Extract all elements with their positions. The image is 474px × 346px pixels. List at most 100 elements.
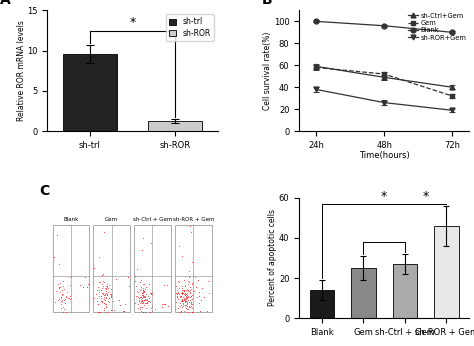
- Point: [136, 298, 143, 303]
- Point: [104, 309, 112, 315]
- Point: [185, 279, 192, 285]
- Point: [100, 300, 108, 306]
- Point: [100, 229, 108, 235]
- Point: [102, 288, 109, 294]
- Point: [107, 293, 115, 299]
- Point: [52, 288, 60, 294]
- Point: [179, 285, 186, 290]
- Bar: [351, 268, 376, 318]
- Point: [132, 274, 139, 279]
- Point: [64, 289, 71, 294]
- Point: [184, 281, 191, 287]
- Point: [124, 274, 132, 280]
- Point: [180, 298, 188, 303]
- Point: [182, 305, 190, 310]
- Point: [183, 306, 191, 311]
- Point: [81, 274, 88, 280]
- Point: [93, 298, 101, 303]
- Point: [193, 294, 201, 299]
- Point: [57, 305, 65, 311]
- Point: [188, 309, 195, 315]
- Point: [143, 296, 151, 301]
- Point: [182, 291, 190, 297]
- Point: [62, 294, 70, 299]
- Point: [100, 292, 108, 298]
- Legend: sh-Ctrl+Gem, Gem, Blank, sh-ROR+Gem: sh-Ctrl+Gem, Gem, Blank, sh-ROR+Gem: [406, 11, 468, 42]
- Point: [140, 294, 147, 300]
- Point: [134, 305, 141, 310]
- Point: [177, 293, 185, 299]
- Point: [205, 291, 213, 296]
- Y-axis label: Cell survival rate(%): Cell survival rate(%): [263, 31, 272, 110]
- Point: [146, 290, 154, 296]
- Point: [91, 296, 98, 301]
- Point: [191, 274, 198, 280]
- Point: [102, 285, 110, 291]
- Point: [192, 284, 200, 290]
- Point: [61, 297, 68, 302]
- Point: [141, 297, 148, 302]
- Point: [110, 307, 118, 312]
- Point: [135, 301, 142, 307]
- Point: [105, 300, 112, 305]
- Point: [57, 295, 65, 300]
- Point: [183, 292, 191, 298]
- Point: [139, 309, 146, 315]
- Point: [180, 296, 188, 302]
- Point: [181, 295, 188, 301]
- Point: [140, 288, 148, 293]
- Point: [181, 302, 189, 307]
- Point: [147, 290, 155, 296]
- Point: [137, 294, 145, 300]
- Point: [182, 292, 189, 298]
- Point: [55, 298, 62, 303]
- Point: [182, 291, 189, 297]
- Point: [184, 278, 191, 284]
- Point: [189, 301, 196, 306]
- Point: [181, 302, 189, 308]
- Point: [136, 294, 144, 300]
- Point: [147, 291, 155, 297]
- Point: [178, 297, 186, 302]
- Point: [142, 297, 149, 303]
- Point: [187, 299, 195, 304]
- Point: [148, 291, 155, 297]
- Point: [65, 295, 73, 301]
- Point: [184, 294, 192, 299]
- Point: [139, 297, 146, 302]
- Bar: [434, 226, 459, 318]
- Point: [77, 282, 84, 288]
- Point: [102, 303, 109, 309]
- Point: [164, 304, 172, 309]
- Point: [139, 282, 146, 287]
- Point: [96, 280, 103, 285]
- X-axis label: Time(hours): Time(hours): [359, 151, 410, 160]
- Point: [139, 300, 147, 305]
- Point: [176, 301, 184, 306]
- Point: [182, 300, 189, 305]
- Point: [139, 236, 146, 241]
- Point: [139, 293, 146, 299]
- Text: sh-Ctrl + Gem: sh-Ctrl + Gem: [133, 217, 172, 222]
- Point: [106, 292, 113, 297]
- Point: [141, 309, 148, 315]
- Point: [158, 301, 166, 307]
- Point: [174, 290, 182, 295]
- Point: [181, 308, 188, 313]
- Point: [102, 290, 109, 295]
- Text: *: *: [381, 190, 387, 203]
- Point: [145, 295, 153, 301]
- Point: [95, 255, 103, 260]
- Point: [56, 284, 64, 289]
- Point: [182, 297, 189, 303]
- Point: [60, 306, 68, 311]
- Point: [183, 300, 191, 305]
- Point: [182, 295, 190, 301]
- Point: [107, 292, 115, 298]
- Point: [146, 299, 154, 305]
- Point: [182, 299, 190, 304]
- Point: [136, 307, 144, 312]
- Text: B: B: [262, 0, 273, 7]
- Point: [174, 297, 182, 302]
- Point: [140, 292, 147, 298]
